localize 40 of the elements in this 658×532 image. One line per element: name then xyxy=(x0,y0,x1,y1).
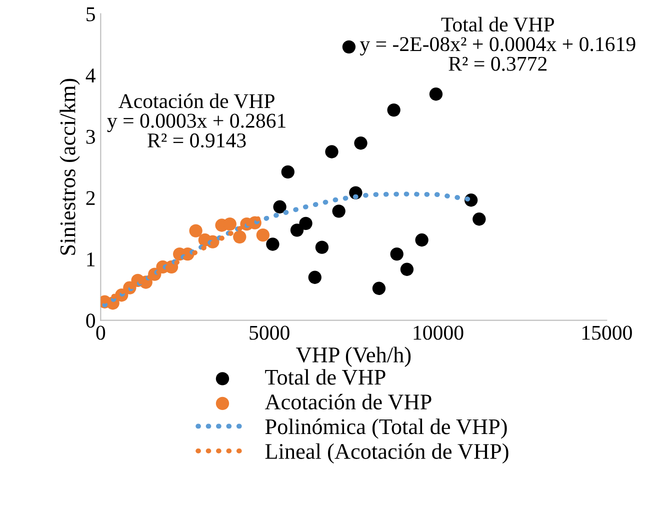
point xyxy=(223,217,236,231)
point xyxy=(281,165,294,179)
point xyxy=(299,216,312,230)
y-tick-label: 1 xyxy=(87,252,95,266)
y-tick-label: 0 xyxy=(86,314,96,328)
x-axis-title: VHP (Veh/h) xyxy=(296,346,411,367)
point xyxy=(342,40,356,54)
annotation: Total de VHP y = -2E-08x² + 0.0004x + 0.1619 R² = 0.3772 xyxy=(360,16,636,71)
x-tick-label: 0 xyxy=(96,326,106,340)
point xyxy=(308,270,322,284)
point xyxy=(189,224,202,238)
legend-label: Polinómica (Total de VHP) xyxy=(265,418,507,439)
point xyxy=(315,240,329,254)
point xyxy=(290,224,304,237)
point xyxy=(400,262,414,276)
point xyxy=(372,282,386,295)
annotation: Acotación de VHP y = 0.0003x + 0.2861 R² = 0.9143 xyxy=(107,93,286,148)
y-tick-label: 3 xyxy=(86,130,95,144)
point xyxy=(472,212,486,226)
y-tick-label: 4 xyxy=(86,68,96,82)
point xyxy=(429,88,443,101)
point xyxy=(332,204,346,218)
point xyxy=(387,103,400,117)
point xyxy=(390,247,404,261)
point xyxy=(266,238,280,251)
legend-label: Acotación de VHP xyxy=(264,394,432,410)
y-tick-label: 5 xyxy=(86,7,95,22)
x-tick-label: 15000 xyxy=(582,326,632,340)
x-tick-label: 10000 xyxy=(414,326,464,340)
point xyxy=(273,200,286,214)
legend-label: Total de VHP xyxy=(265,369,386,385)
point xyxy=(415,233,428,247)
y-tick-label: 2 xyxy=(86,191,95,205)
point xyxy=(354,136,368,150)
point xyxy=(325,145,338,158)
point xyxy=(256,228,270,242)
y-axis-title: Siniestros (acci/km) xyxy=(60,78,80,255)
x-tick-label: 5000 xyxy=(250,326,290,340)
legend-label: Lineal (Acotación de VHP) xyxy=(265,443,508,464)
point xyxy=(233,230,246,244)
